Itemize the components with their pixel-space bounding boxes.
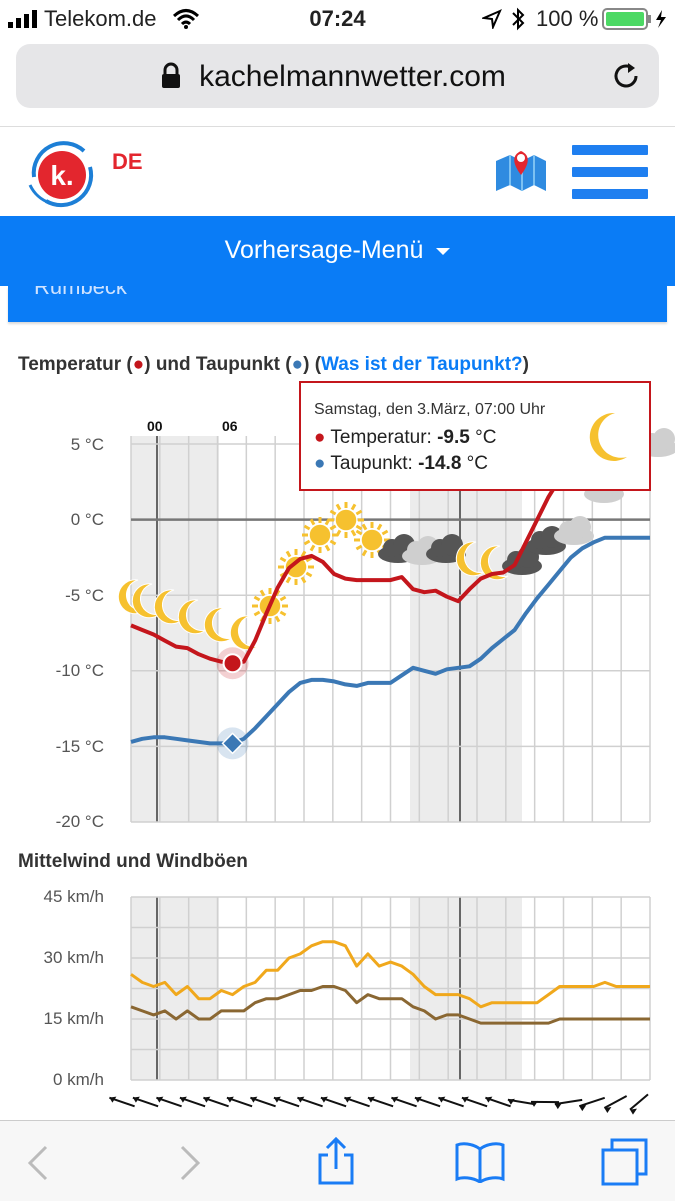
book-icon[interactable] <box>454 1141 506 1183</box>
wind-arrow <box>604 1096 626 1113</box>
wind-direction-arrows <box>109 1094 648 1114</box>
wind-arrow <box>109 1097 134 1107</box>
wind-arrow <box>227 1097 252 1107</box>
wind-arrow <box>462 1097 487 1107</box>
wind-arrow <box>415 1097 440 1107</box>
wind-arrow <box>630 1094 648 1114</box>
wind-arrow <box>203 1097 228 1107</box>
share-icon[interactable] <box>316 1137 356 1185</box>
wind-arrow <box>485 1097 510 1107</box>
wind-arrow <box>391 1097 416 1107</box>
wind-arrow <box>156 1097 181 1107</box>
wind-arrow <box>297 1097 322 1107</box>
wind-arrow <box>250 1097 275 1107</box>
tabs-icon[interactable] <box>600 1137 650 1187</box>
chevron-left-icon[interactable] <box>26 1145 50 1181</box>
browser-toolbar <box>0 1120 675 1201</box>
wind-arrow <box>344 1097 369 1107</box>
chevron-right-icon[interactable] <box>178 1145 202 1181</box>
wind-arrow <box>438 1097 463 1107</box>
wind-arrow <box>321 1097 346 1107</box>
wind-arrow <box>579 1098 604 1111</box>
wind-arrow <box>133 1097 158 1107</box>
wind-arrow <box>274 1097 299 1107</box>
wind-arrow <box>368 1097 393 1107</box>
wind-arrow <box>180 1097 205 1107</box>
